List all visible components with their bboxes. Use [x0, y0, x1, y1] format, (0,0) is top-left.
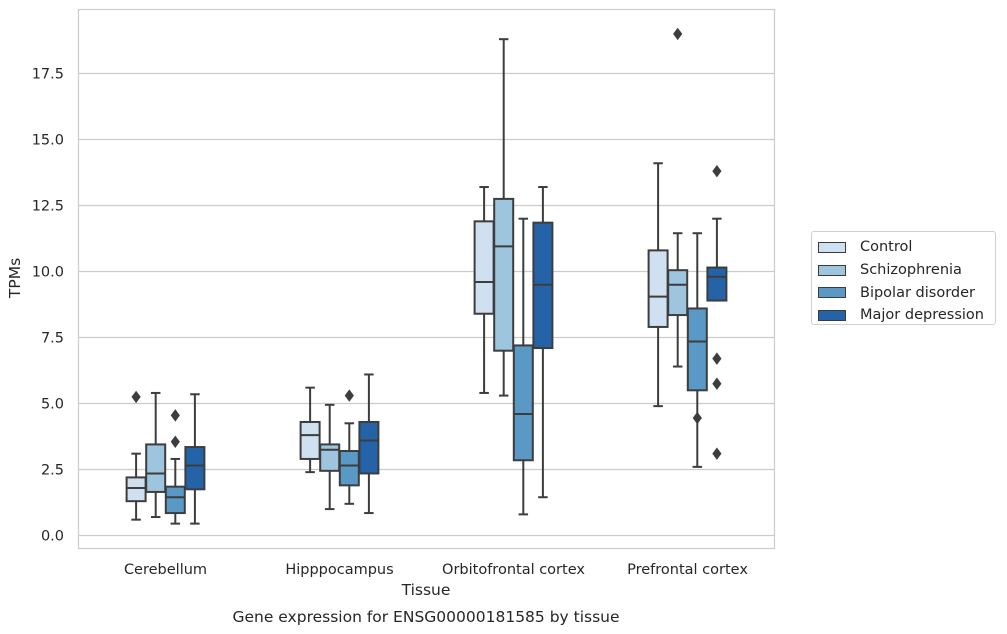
legend-item-bipolar-disorder[interactable]: Bipolar disorder [818, 281, 995, 304]
x-tick-labels: Cerebellum Hipppocampus Orbitofrontal cort… [124, 562, 748, 578]
chart-title: Gene expression for ENSG00000181585 by t… [232, 608, 619, 626]
box-group [358, 373, 380, 515]
chart-legend: Control Schizophrenia Bipolar disorder M… [811, 231, 996, 325]
box-iqr [338, 450, 360, 487]
x-axis-label: Tissue [401, 581, 451, 599]
box-group [686, 232, 708, 468]
outlier-point [170, 435, 180, 448]
box-group [667, 27, 689, 368]
box-group [319, 403, 341, 511]
y-tick-label: 7.5 [41, 331, 64, 347]
box-iqr [473, 220, 495, 315]
outlier-point [712, 447, 722, 460]
legend-item-schizophrenia[interactable]: Schizophrenia [818, 259, 995, 282]
box-iqr [125, 476, 147, 503]
outlier-point [673, 27, 683, 41]
legend-item-major-depression[interactable]: Major depression [818, 304, 995, 327]
box-iqr [647, 249, 669, 328]
x-tick-label: Hipppocampus [285, 562, 393, 578]
y-tick-label: 15.0 [32, 133, 64, 149]
box-group [473, 186, 495, 394]
box-group [164, 409, 186, 525]
legend-label: Major depression [860, 307, 984, 324]
legend-swatch-bipolar-disorder [818, 287, 846, 299]
box-group [706, 164, 728, 460]
box-iqr [319, 443, 341, 472]
box-group [145, 391, 167, 519]
legend-label: Schizophrenia [860, 262, 962, 279]
y-axis-label: TPMs [6, 258, 24, 299]
box-group [338, 389, 360, 505]
y-tick-label: 17.5 [32, 67, 64, 83]
box-group [493, 38, 515, 397]
box-iqr [493, 197, 515, 352]
box-iqr [145, 443, 167, 493]
y-tick-label: 12.5 [32, 199, 64, 215]
box-iqr [184, 446, 206, 491]
plot-frame [77, 8, 776, 550]
box-plots [125, 27, 728, 525]
box-iqr [358, 420, 380, 475]
box-iqr [686, 307, 708, 392]
outlier-point [344, 389, 354, 402]
outlier-point [692, 411, 702, 425]
y-tick-label: 0.0 [41, 529, 64, 545]
outlier-point [131, 390, 141, 404]
box-group [647, 162, 669, 408]
outlier-point [712, 352, 722, 365]
box-group [532, 186, 554, 499]
box-group [125, 390, 147, 521]
box-iqr [299, 420, 321, 460]
y-tick-label: 10.0 [32, 265, 64, 281]
box-iqr [706, 266, 728, 302]
box-group [184, 393, 206, 525]
legend-label: Bipolar disorder [860, 284, 975, 301]
legend-swatch-major-depression [818, 309, 846, 321]
legend-swatch-schizophrenia [818, 264, 846, 276]
x-tick-label: Prefrontal cortex [627, 562, 748, 578]
box-group [512, 217, 534, 516]
legend-item-control[interactable]: Control [818, 236, 995, 259]
x-tick-label: Cerebellum [124, 562, 207, 578]
box-group [299, 386, 321, 474]
box-iqr [164, 485, 186, 515]
box-iqr [512, 344, 534, 462]
outlier-point [170, 409, 180, 422]
y-tick-label: 2.5 [41, 463, 64, 479]
x-tick-label: Orbitofrontal cortex [442, 562, 585, 578]
outlier-point [712, 377, 722, 390]
y-tick-labels: 0.0 2.5 5.0 7.5 10.0 12.5 15.0 17.5 [32, 67, 64, 545]
y-tick-label: 5.0 [41, 397, 64, 413]
legend-label: Control [860, 239, 913, 256]
legend-swatch-control [818, 241, 846, 253]
outlier-point [712, 164, 722, 178]
box-iqr [667, 269, 689, 317]
